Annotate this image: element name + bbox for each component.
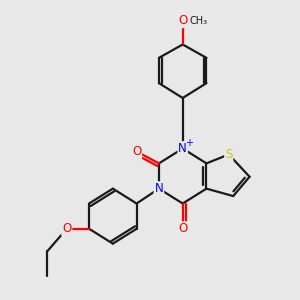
Text: +: + [185,138,193,148]
Text: S: S [225,148,232,161]
Text: O: O [178,14,187,27]
Text: CH₃: CH₃ [190,16,208,26]
Text: N: N [154,182,163,195]
Text: O: O [62,222,71,235]
Text: O: O [178,222,187,235]
Text: O: O [132,145,141,158]
Text: N: N [178,142,187,155]
